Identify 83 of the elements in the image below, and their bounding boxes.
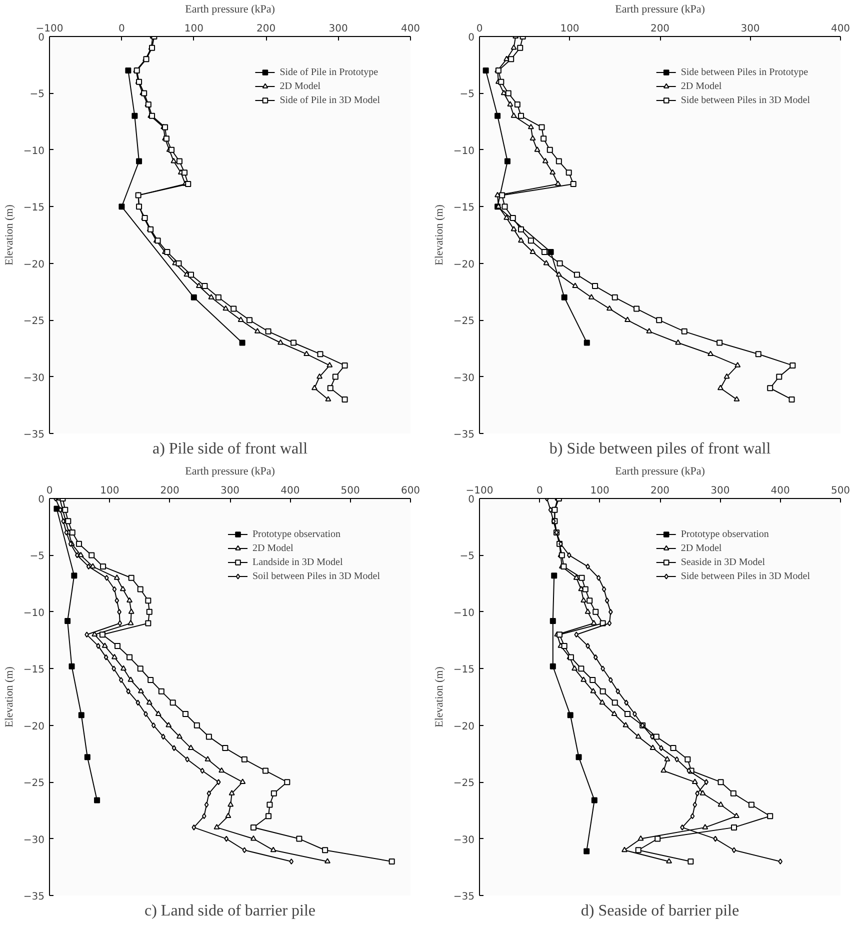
text: c) Land side of barrier pile	[144, 902, 316, 920]
legend-label: Landside in 3D Model	[252, 556, 343, 568]
x-tick-label: 400	[400, 24, 420, 34]
y-tick-label: 0	[468, 494, 475, 506]
y-tick-label: −35	[23, 892, 45, 902]
x-axis-title: Earth pressure (kPa)	[185, 466, 276, 478]
y-tick-label: −25	[23, 778, 45, 790]
y-tick-label: −10	[453, 146, 475, 157]
legend-label: 2D Model	[252, 542, 294, 554]
y-tick-label: −15	[453, 664, 475, 676]
x-tick-label: 200	[650, 486, 670, 496]
x-tick-label: 0	[118, 24, 125, 34]
y-tick-label: −30	[453, 834, 475, 846]
x-axis-title: Earth pressure (kPa)	[615, 4, 706, 16]
x-tick-label: 400	[770, 486, 790, 496]
x-tick-label: 0	[46, 486, 53, 496]
x-tick-label: −100	[36, 24, 64, 34]
y-tick-label: −10	[23, 608, 45, 619]
x-tick-label: 300	[220, 486, 240, 496]
x-axis-title: Earth pressure (kPa)	[615, 466, 706, 478]
y-tick-label: −35	[23, 430, 45, 440]
y-tick-label: −25	[23, 316, 45, 328]
y-tick-label: −20	[453, 259, 475, 270]
x-tick-label: 300	[328, 24, 348, 34]
x-tick-label: 500	[830, 486, 850, 496]
y-axis-title: Elevation (m)	[3, 666, 16, 728]
y-tick-label: −15	[23, 202, 45, 214]
y-tick-label: −30	[23, 834, 45, 846]
text: a) Pile side of front wall	[152, 440, 308, 458]
y-tick-label: −15	[453, 202, 475, 214]
legend-label: Seaside in 3D Model	[680, 556, 765, 568]
y-tick-label: −35	[453, 430, 475, 440]
y-axis-title: Elevation (m)	[3, 204, 16, 266]
x-tick-label: 500	[340, 486, 360, 496]
legend-label: Side of Pile in Prototype	[280, 66, 378, 78]
y-tick-label: −20	[23, 259, 45, 270]
y-tick-label: −20	[23, 721, 45, 732]
legend-label: Prototype observation	[252, 528, 341, 540]
y-tick-label: −25	[453, 316, 475, 328]
x-tick-label: 400	[280, 486, 300, 496]
y-axis-title: Elevation (m)	[433, 666, 446, 728]
text: d) Seaside of barrier pile	[580, 902, 740, 920]
x-tick-label: 400	[830, 24, 850, 34]
y-tick-label: −10	[23, 146, 45, 157]
y-tick-label: −10	[453, 608, 475, 619]
y-axis-title: Elevation (m)	[433, 204, 446, 266]
x-tick-label: 0	[476, 24, 483, 34]
legend-label: Soil between Piles in 3D Model	[252, 570, 380, 582]
legend-label: Side between Piles in 3D Model	[680, 94, 810, 106]
x-tick-label: 100	[184, 24, 204, 34]
x-axis-title: Earth pressure (kPa)	[185, 4, 276, 16]
y-tick-label: 0	[38, 494, 45, 506]
x-tick-label: 200	[256, 24, 276, 34]
x-tick-label: 100	[590, 486, 610, 496]
y-tick-label: 0	[38, 32, 45, 44]
y-tick-label: −35	[453, 892, 475, 902]
x-tick-label: 0	[536, 486, 543, 496]
legend-label: 2D Model	[680, 542, 722, 554]
y-tick-label: −5	[30, 551, 45, 562]
y-tick-label: −30	[23, 372, 45, 384]
x-tick-label: 300	[740, 24, 760, 34]
y-tick-label: −5	[460, 551, 475, 562]
x-tick-label: −100	[466, 486, 494, 496]
x-tick-label: 100	[100, 486, 120, 496]
text: b) Side between piles of front wall	[549, 440, 772, 458]
x-tick-label: 200	[650, 24, 670, 34]
y-tick-label: −5	[460, 89, 475, 100]
legend-label: 2D Model	[680, 80, 722, 92]
legend-label: 2D Model	[280, 80, 321, 92]
legend-label: Side between Piles in Prototype	[680, 66, 808, 78]
x-tick-label: 300	[710, 486, 730, 496]
legend-label: Side between Piles in 3D Model	[680, 570, 810, 582]
legend-label: Prototype observation	[680, 528, 769, 540]
y-tick-label: −20	[453, 721, 475, 732]
legend-label: Side of Pile in 3D Model	[280, 94, 380, 106]
y-tick-label: −15	[23, 664, 45, 676]
y-tick-label: −25	[453, 778, 475, 790]
x-tick-label: 600	[400, 486, 420, 496]
x-tick-label: 200	[160, 486, 180, 496]
y-tick-label: 0	[468, 32, 475, 44]
y-tick-label: −5	[30, 89, 45, 100]
x-tick-label: 100	[560, 24, 580, 34]
y-tick-label: −30	[453, 372, 475, 384]
